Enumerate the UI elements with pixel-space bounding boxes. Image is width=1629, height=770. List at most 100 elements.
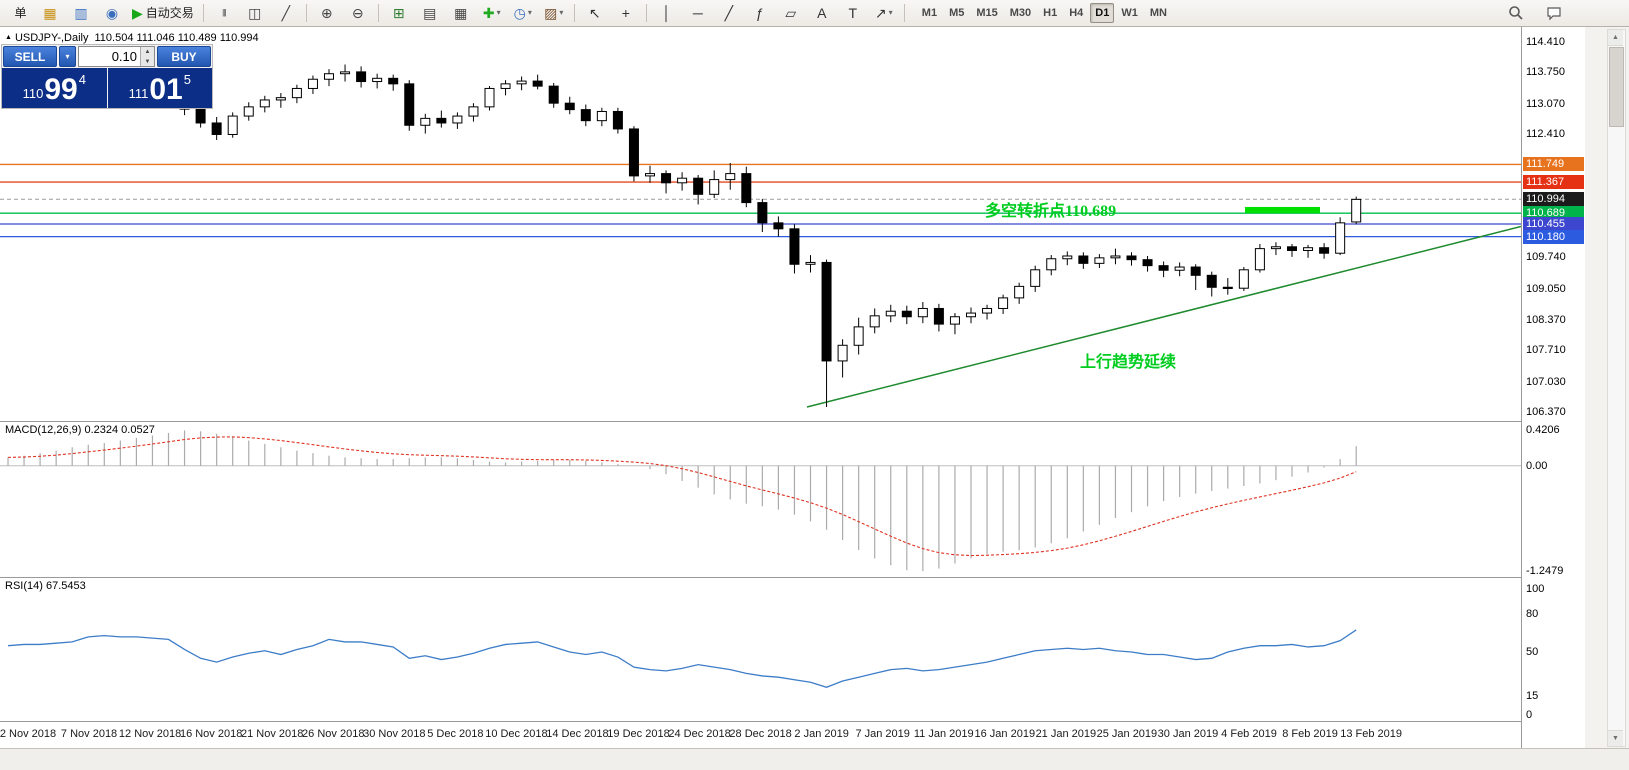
time-axis-label: 26 Nov 2018 [302, 728, 365, 740]
timeframe-m30-button[interactable]: M30 [1009, 7, 1032, 19]
horizontal-line-icon[interactable]: ─ [692, 5, 703, 21]
periods-icon[interactable]: ◷ ▾ [513, 5, 532, 21]
bar-chart-icon[interactable]: ||| [222, 8, 226, 17]
time-axis-label: 19 Dec 2018 [607, 728, 670, 740]
bid-price-big: 99 [44, 73, 78, 106]
time-axis-label: 7 Jan 2019 [855, 728, 910, 740]
time-axis-label: 4 Feb 2019 [1221, 728, 1277, 740]
toolbar-separator [377, 4, 379, 22]
time-axis[interactable]: 2 Nov 2018 7 Nov 2018 12 Nov 2018 16 Nov 20… [0, 722, 1521, 748]
macd-axis-label: 0.00 [1526, 459, 1548, 472]
lot-decrease-button[interactable]: ▼ [144, 59, 151, 65]
toolbar-separator [645, 4, 647, 22]
vertical-line-icon[interactable]: │ [662, 5, 672, 21]
timeframe-mn-button[interactable]: MN [1149, 7, 1167, 19]
macd-indicator-pane[interactable]: MACD(12,26,9) 0.2324 0.0527 [0, 422, 1521, 578]
lot-increase-button[interactable]: ▲ [144, 49, 151, 55]
scrollbar-up-icon[interactable]: ▲ [1608, 30, 1623, 46]
timeframe-w1-button[interactable]: W1 [1121, 7, 1138, 19]
time-axis-label: 25 Jan 2019 [1096, 728, 1158, 740]
price-tag-110.455: 110.455 [1523, 217, 1584, 231]
fibonacci-icon[interactable]: ƒ [755, 5, 764, 21]
timeframe-d1-button[interactable]: D1 [1090, 3, 1115, 23]
zoom-in-icon[interactable]: ⊕ [320, 5, 333, 21]
buy-price-button[interactable]: 111 01 5 [107, 68, 212, 108]
main-chart-pane[interactable]: ▲ USDJPY-,Daily 110.504 111.046 110.489 11… [0, 27, 1521, 422]
zoom-out-icon[interactable]: ⊖ [351, 5, 364, 21]
text-icon[interactable]: A [817, 5, 827, 21]
rsi-axis-label: 50 [1526, 646, 1539, 658]
search-icon[interactable] [1501, 1, 1531, 25]
sell-price-button[interactable]: 110 99 4 [2, 68, 107, 108]
candlestick-chart-icon[interactable]: ◫ [248, 5, 262, 21]
auto-trading-button[interactable]: ▶ 自动交易 [132, 5, 194, 21]
profiles-icon[interactable]: ▥ [74, 5, 88, 21]
price-axis-label: 113.070 [1526, 97, 1565, 110]
chat-icon[interactable] [1539, 1, 1569, 25]
rsi-axis-label: 0 [1526, 709, 1533, 721]
scrollbar-down-icon[interactable]: ▼ [1608, 730, 1623, 746]
line-chart-icon[interactable]: ╱ [281, 5, 291, 21]
time-axis-label: 11 Jan 2019 [913, 728, 974, 740]
sell-button[interactable]: SELL [3, 46, 57, 67]
pivot-annotation-text[interactable]: 多空转折点110.689 [985, 203, 1117, 220]
macd-chart-canvas[interactable] [0, 422, 1521, 577]
time-axis-label: 8 Feb 2019 [1282, 728, 1338, 740]
indicators-icon[interactable]: ✚ ▾ [482, 5, 501, 21]
price-tag-110.994: 110.994 [1523, 192, 1584, 207]
time-axis-label: 28 Dec 2018 [729, 728, 792, 740]
toolbar-separator [202, 4, 204, 22]
price-tag-111.749: 111.749 [1523, 157, 1584, 172]
timeframe-m5-button[interactable]: M5 [949, 7, 965, 19]
chart-ohlc-values: 110.504 111.046 110.489 110.994 [94, 32, 259, 44]
shapes-icon[interactable]: ▱ [785, 5, 797, 21]
time-axis-label: 12 Nov 2018 [118, 728, 182, 740]
tile-windows-icon[interactable]: ▦ [454, 5, 468, 21]
templates-icon[interactable]: ▨ ▾ [544, 5, 564, 21]
chart-title: ▲ USDJPY-,Daily 110.504 111.046 110.489 11… [5, 32, 259, 44]
cascade-windows-icon[interactable]: ▤ [423, 5, 437, 21]
lot-size-value[interactable]: 0.10 [111, 49, 137, 64]
arrows-icon[interactable]: ↗ ▾ [874, 5, 893, 21]
price-axis-label: 112.410 [1526, 128, 1565, 140]
rsi-indicator-pane[interactable]: RSI(14) 67.5453 [0, 578, 1521, 722]
trendline-icon[interactable]: ╱ [724, 5, 734, 21]
time-axis-label: 21 Nov 2018 [240, 728, 304, 740]
trade-options-caret[interactable]: ▾ [59, 46, 76, 67]
crosshair-icon[interactable]: + [621, 5, 630, 21]
price-axis-label: 114.410 [1526, 35, 1565, 48]
timeframe-h1-button[interactable]: H1 [1043, 7, 1058, 19]
buy-button[interactable]: BUY [157, 46, 211, 67]
time-axis-label: 10 Dec 2018 [485, 728, 548, 740]
new-order-button[interactable]: 单 [14, 6, 27, 20]
uptrend-annotation-text[interactable]: 上行趋势延续 [1080, 354, 1177, 371]
toolbar-right-group [1501, 1, 1625, 25]
timeframe-m1-button[interactable]: M1 [921, 7, 938, 19]
price-tag-110.180: 110.180 [1523, 229, 1584, 244]
time-axis-label: 13 Feb 2019 [1340, 728, 1402, 740]
help-icon[interactable]: ◉ [105, 5, 119, 21]
price-axis-label: 109.050 [1526, 282, 1566, 295]
time-axis-label: 30 Nov 2018 [363, 728, 426, 740]
trade-panel-prices: 110 99 4 111 01 5 [2, 68, 212, 108]
bid-price-prefix: 110 [22, 86, 44, 101]
timeframe-h4-button[interactable]: H4 [1069, 7, 1084, 19]
vertical-scrollbar[interactable]: ▲ ▼ [1607, 29, 1626, 747]
symbol-direction-icon: ▲ [5, 34, 12, 41]
price-axis-label: 108.370 [1526, 313, 1566, 326]
chat-icon-glyph [1547, 7, 1561, 21]
new-chart-icon[interactable]: ▦ [43, 5, 57, 21]
lot-size-input[interactable]: 0.10 ▲ ▼ [78, 46, 155, 67]
price-axis[interactable]: 114.410 113.750 113.070 112.410 109.740 109.0… [1521, 27, 1586, 748]
price-axis-label: 113.750 [1526, 66, 1565, 79]
scrollbar-thumb[interactable] [1609, 47, 1624, 127]
label-icon[interactable]: T [848, 5, 858, 21]
rsi-chart-canvas[interactable] [0, 578, 1521, 721]
grid-icon[interactable]: ⊞ [392, 5, 405, 21]
cursor-icon[interactable]: ↖ [588, 5, 601, 21]
candlestick-chart-canvas[interactable] [0, 27, 1521, 421]
rsi-axis-label: 15 [1526, 690, 1539, 703]
rsi-axis-label: 80 [1526, 608, 1539, 621]
timeframe-m15-button[interactable]: M15 [976, 7, 998, 19]
macd-axis-label: 0.4206 [1526, 424, 1560, 437]
